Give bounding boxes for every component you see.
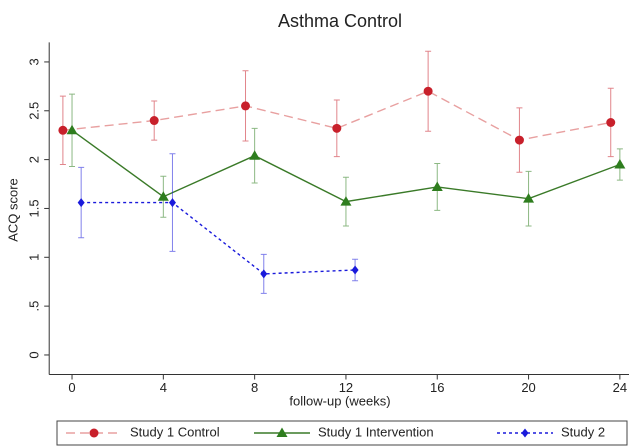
x-tick-label: 20: [521, 380, 535, 395]
legend-box: [56, 420, 628, 446]
x-tick-label: 12: [339, 380, 353, 395]
chart-title: Asthma Control: [278, 11, 402, 31]
data-point: [332, 123, 342, 133]
data-point: [149, 116, 159, 126]
x-axis-label: follow-up (weeks): [289, 393, 390, 408]
legend-marker: [89, 428, 99, 438]
x-tick-label: 4: [160, 380, 167, 395]
data-point: [58, 125, 68, 135]
data-point: [249, 150, 261, 160]
legend-label: Study 2: [561, 424, 605, 439]
x-tick-label: 16: [430, 380, 444, 395]
data-point: [157, 191, 169, 201]
data-point: [523, 193, 535, 203]
y-tick-label: 2: [27, 156, 42, 163]
y-tick-label: 1: [27, 254, 42, 261]
data-point: [241, 101, 251, 111]
y-tick-label: 3: [27, 58, 42, 65]
y-tick-label: 2.5: [27, 102, 42, 120]
data-point: [431, 181, 443, 191]
data-point: [77, 198, 85, 208]
data-point: [168, 198, 176, 208]
data-point: [606, 117, 616, 127]
y-tick-label: .5: [27, 301, 42, 312]
data-point: [260, 269, 268, 279]
data-point: [514, 135, 524, 145]
data-point: [340, 196, 352, 206]
x-tick-label: 24: [613, 380, 627, 395]
series-line: [81, 201, 356, 275]
legend-marker: [276, 427, 288, 437]
legend-label: Study 1 Intervention: [318, 424, 434, 439]
y-tick-label: 1.5: [27, 199, 42, 217]
legend-label: Study 1 Control: [130, 424, 220, 439]
data-point: [614, 158, 626, 169]
y-axis-label: ACQ score: [5, 178, 20, 242]
data-point: [66, 124, 78, 135]
x-tick-label: 0: [68, 380, 75, 395]
data-point: [351, 265, 359, 275]
x-tick-label: 8: [251, 380, 258, 395]
y-tick-label: 0: [27, 351, 42, 358]
legend-marker: [521, 428, 529, 438]
data-point: [423, 86, 433, 96]
